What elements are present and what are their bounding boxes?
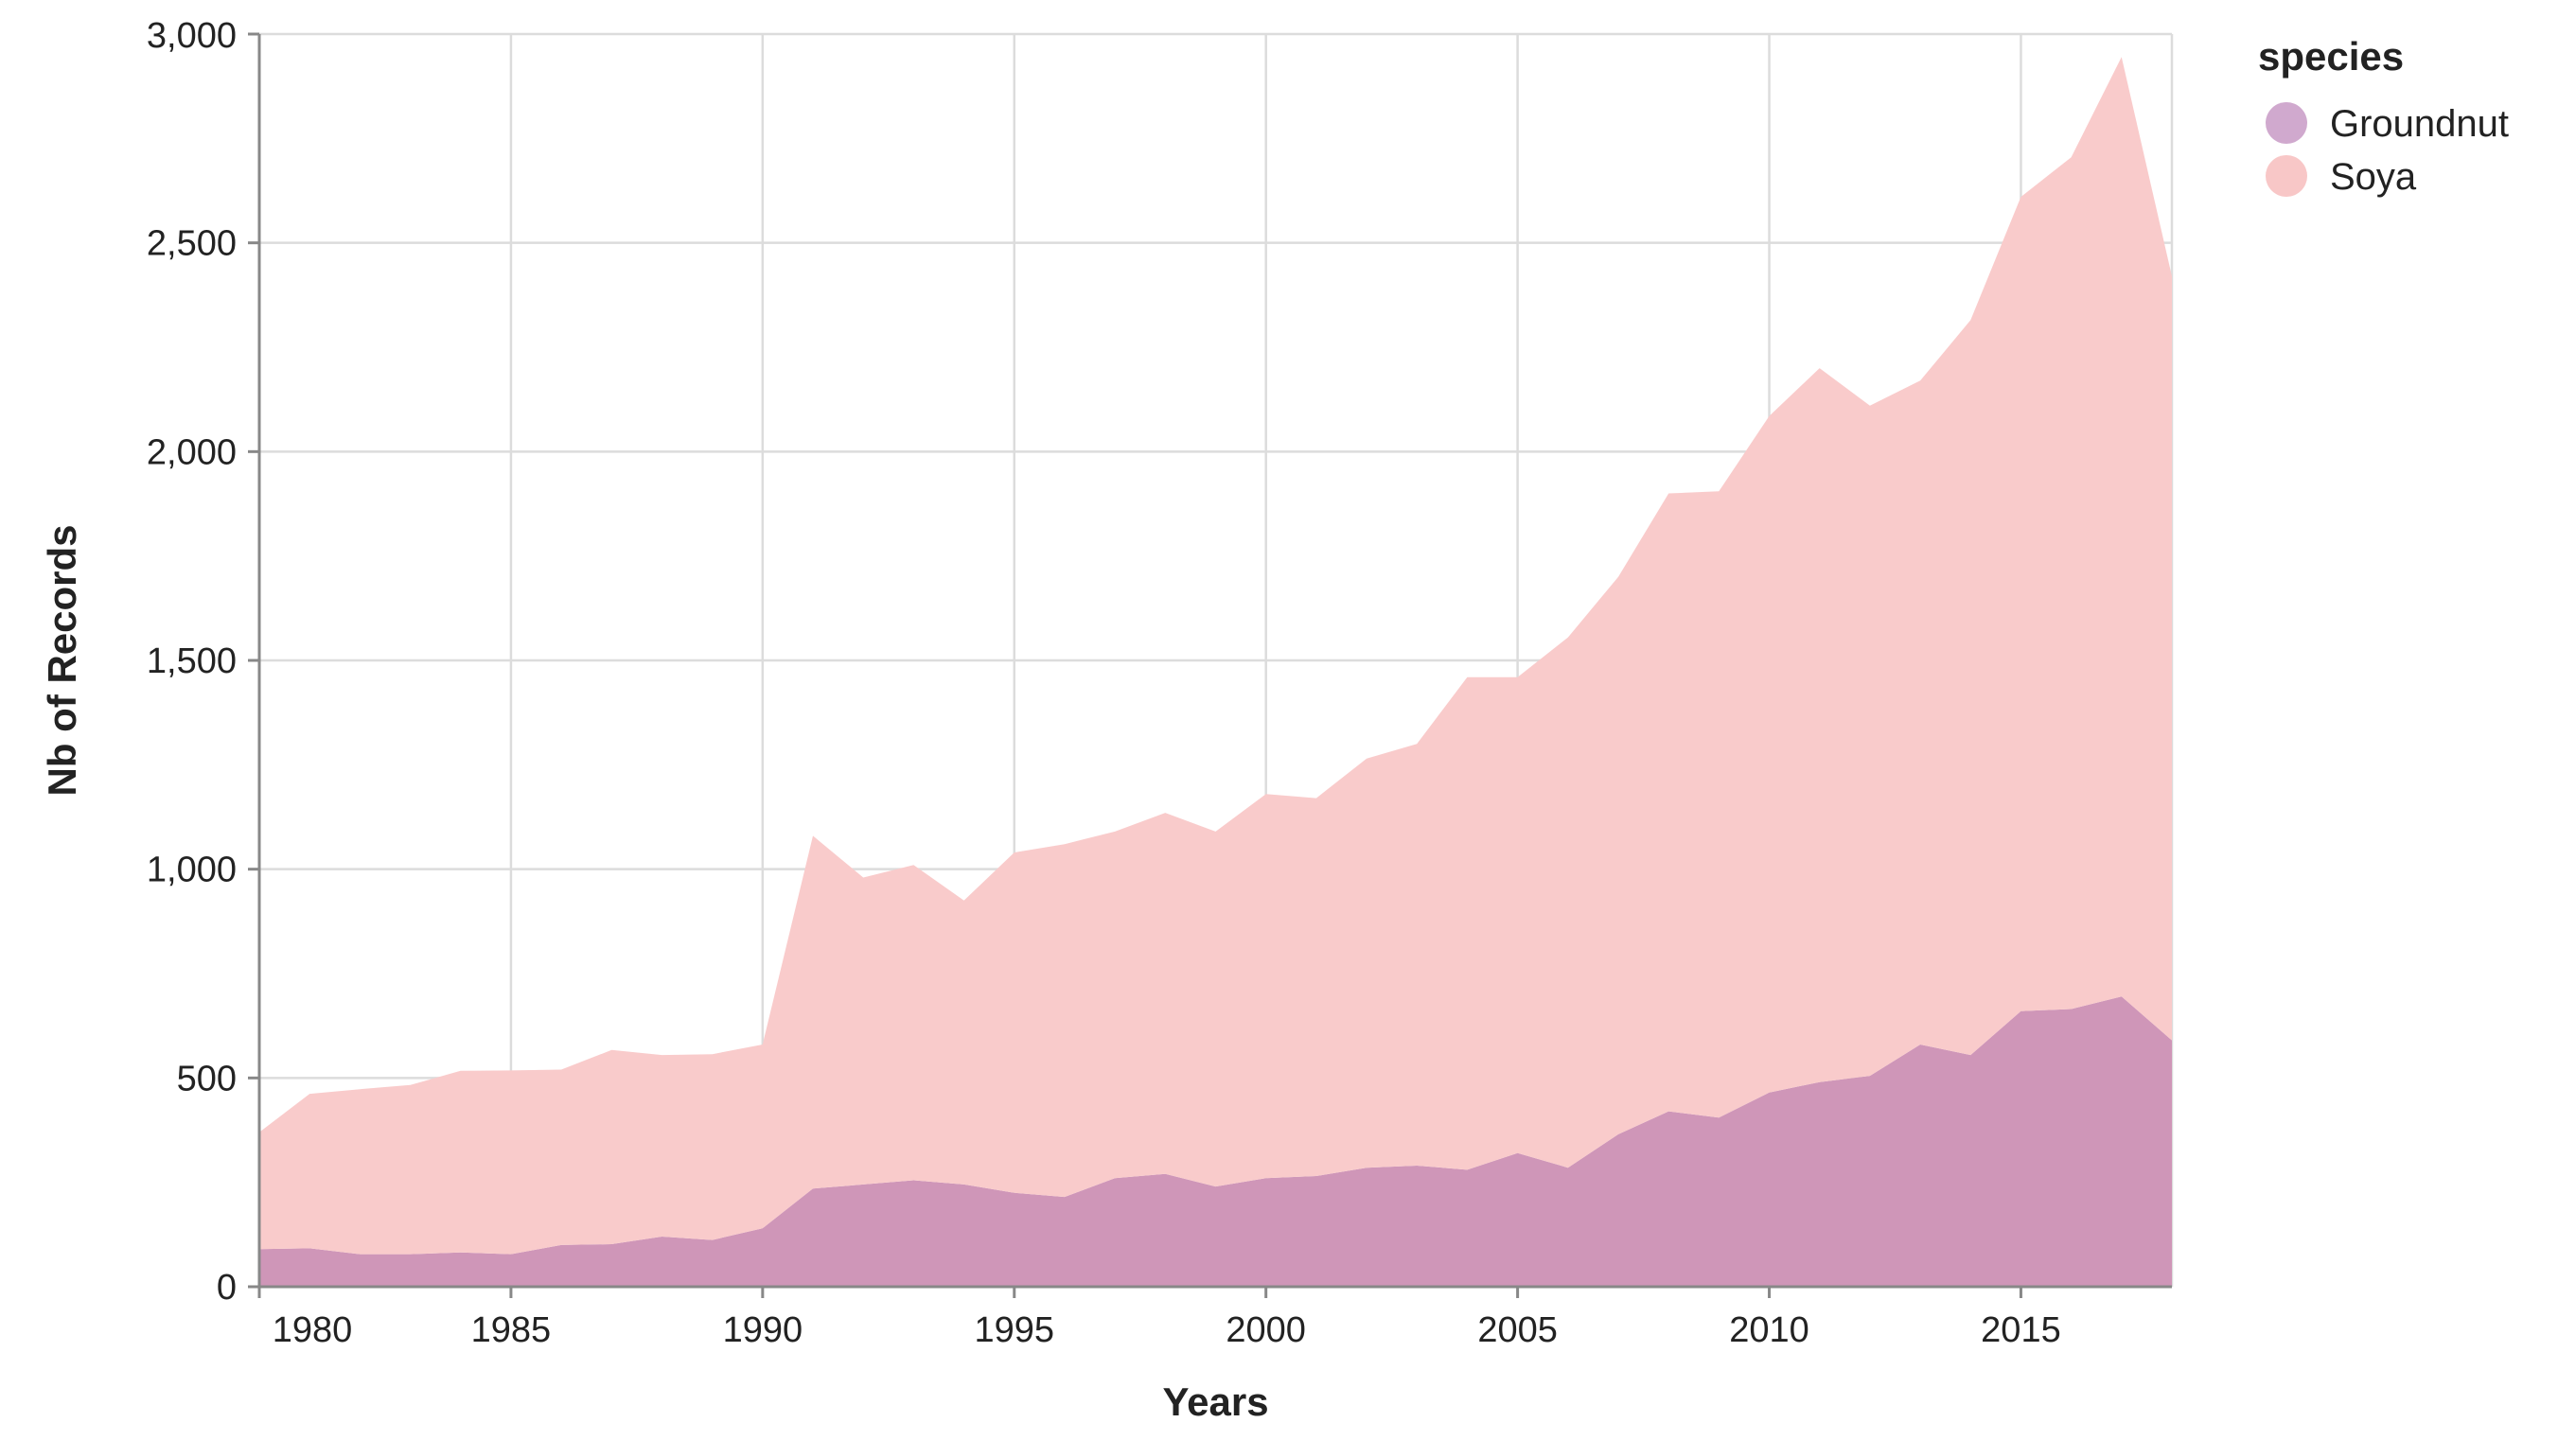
x-tick-label: 2005 — [1477, 1310, 1558, 1350]
x-tick-label: 2000 — [1226, 1310, 1306, 1350]
area-soya — [259, 57, 2172, 1255]
y-tick-label: 0 — [217, 1268, 237, 1308]
x-tick-label: 1995 — [974, 1310, 1054, 1350]
x-tick-label: 2015 — [1981, 1310, 2061, 1350]
legend-title: species — [2258, 34, 2404, 79]
x-tick-label: 1990 — [723, 1310, 803, 1350]
y-tick-label: 2,500 — [147, 224, 237, 264]
y-tick-label: 1,000 — [147, 851, 237, 890]
x-axis-title: Years — [1162, 1379, 1268, 1424]
legend-swatch-soya — [2266, 155, 2307, 197]
x-tick-label: 2010 — [1729, 1310, 1809, 1350]
y-tick-label: 3,000 — [147, 16, 237, 56]
legend: species Groundnut Soya — [2258, 34, 2509, 198]
area-groundnut — [259, 996, 2172, 1287]
y-tick-label: 2,000 — [147, 432, 237, 472]
legend-label-soya: Soya — [2330, 156, 2417, 198]
axes: 1980 1985 1990 1995 2000 2005 2010 2015 0 500 1,00… — [147, 16, 2172, 1350]
y-tick-label: 500 — [177, 1059, 237, 1098]
legend-label-groundnut: Groundnut — [2330, 103, 2509, 145]
y-tick-label: 1,500 — [147, 641, 237, 681]
areas — [259, 57, 2172, 1287]
x-tick-label: 1980 — [273, 1310, 353, 1350]
x-tick-label: 1985 — [471, 1310, 552, 1350]
legend-swatch-groundnut — [2266, 102, 2307, 144]
y-axis-title: Nb of Records — [40, 524, 84, 796]
